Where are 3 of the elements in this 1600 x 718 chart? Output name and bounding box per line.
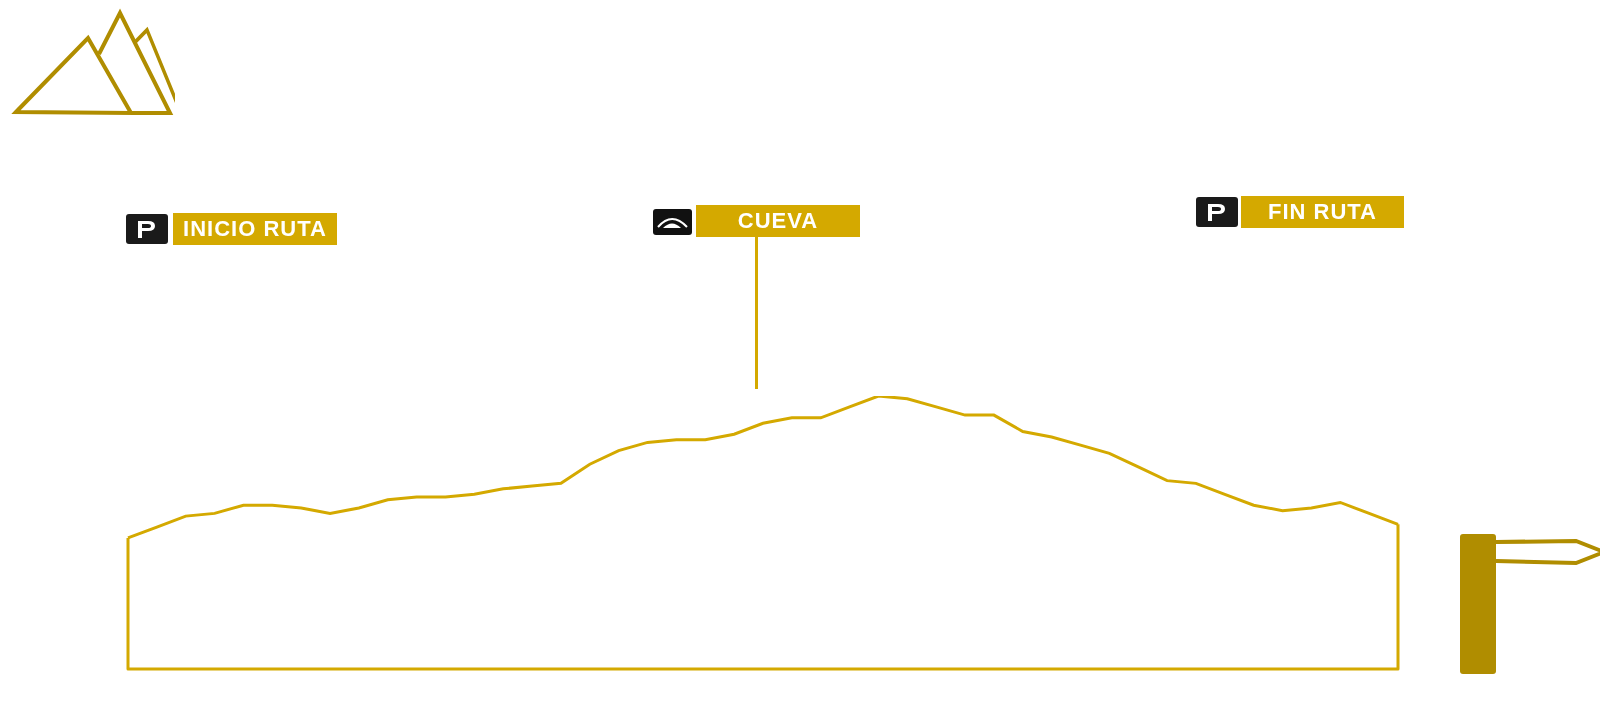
text: CUEVA <box>696 205 860 237</box>
text: INICIO RUTA <box>173 213 337 245</box>
text: FIN RUTA <box>1241 196 1404 228</box>
